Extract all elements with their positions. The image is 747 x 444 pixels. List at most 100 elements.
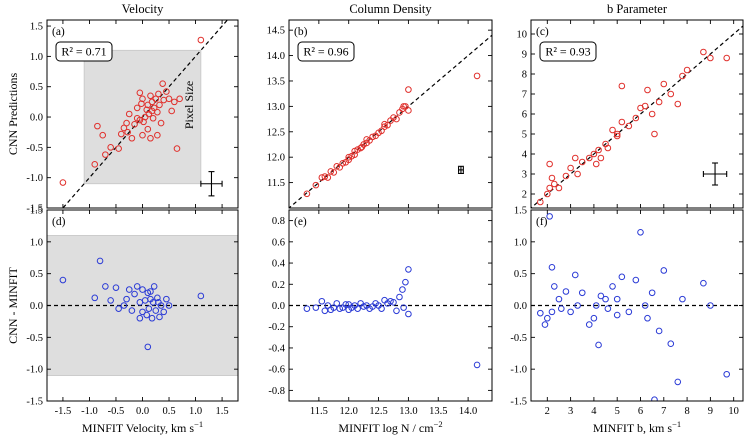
data-point-f-33 <box>679 295 686 303</box>
data-point-c-20 <box>618 82 626 90</box>
data-point-a-17 <box>138 100 145 107</box>
data-point-a-29 <box>152 95 160 103</box>
data-point-e-6 <box>333 300 341 307</box>
data-point-d-1 <box>91 294 99 302</box>
data-point-b-6 <box>333 163 341 170</box>
xlabel-sup-e: −2 <box>434 419 443 429</box>
xtick-label-d-1: -1.0 <box>81 406 98 417</box>
data-point-c-19 <box>618 118 626 126</box>
data-point-f-13 <box>578 289 586 297</box>
ytick-label-e-5: 0.2 <box>272 280 285 291</box>
r2-box-c <box>539 41 597 62</box>
data-point-c-11 <box>585 154 593 162</box>
ytick-label-e-4: 0.0 <box>272 301 285 312</box>
data-point-b-0 <box>303 190 311 198</box>
data-point-f-17 <box>597 292 605 300</box>
data-point-c-30 <box>667 90 675 98</box>
xlabel-f: MINFIT b, km s−1 <box>593 419 681 435</box>
data-point-f-16 <box>595 341 602 349</box>
data-point-b-4 <box>327 168 335 175</box>
data-point-b-37 <box>345 156 353 164</box>
data-point-d-7 <box>123 295 130 303</box>
ylabel-d: CNN - MINFIT <box>6 267 20 344</box>
data-point-d-6 <box>115 305 122 312</box>
ytick-label-f-0: -1.5 <box>510 397 527 408</box>
data-point-a-25 <box>147 92 154 100</box>
data-point-f-35 <box>707 302 714 309</box>
data-point-d-2 <box>96 257 104 265</box>
xtick-label-d-4: 0.5 <box>162 406 175 417</box>
data-point-b-1 <box>312 181 320 189</box>
data-point-c-13 <box>595 146 602 154</box>
data-point-e-31 <box>405 310 412 318</box>
data-point-a-46 <box>148 107 156 115</box>
ytick-label-a-1: -1.0 <box>26 173 43 184</box>
data-point-c-25 <box>644 86 651 94</box>
data-point-e-3 <box>321 307 329 315</box>
ytick-label-c-3: 5 <box>522 130 527 141</box>
data-point-b-20 <box>369 133 376 141</box>
panel-content-b <box>289 34 492 208</box>
data-point-d-5 <box>112 284 120 291</box>
ytick-label-b-2: 12.5 <box>267 127 285 138</box>
data-point-d-29 <box>160 308 168 316</box>
ytick-label-b-1: 12.0 <box>267 153 285 164</box>
data-point-c-12 <box>590 150 598 158</box>
data-point-d-26 <box>156 313 163 321</box>
data-point-d-22 <box>150 283 158 290</box>
data-point-c-28 <box>655 98 663 106</box>
ytick-label-b-6: 14.5 <box>267 26 285 37</box>
data-point-f-19 <box>604 305 612 312</box>
data-point-e-25 <box>390 299 397 306</box>
data-point-f-1 <box>541 321 549 328</box>
xtick-label-f-2: 4 <box>591 406 597 417</box>
data-point-f-12 <box>574 302 581 309</box>
data-point-a-16 <box>136 116 144 124</box>
data-point-f-32 <box>674 378 682 386</box>
ytick-label-d-4: 0.5 <box>30 269 43 280</box>
data-point-c-34 <box>700 48 707 56</box>
data-point-f-10 <box>567 308 574 316</box>
xtick-label-f-3: 5 <box>615 406 620 417</box>
data-point-e-15 <box>360 303 367 310</box>
data-point-b-36 <box>324 174 332 181</box>
xtick-label-f-6: 8 <box>684 406 689 417</box>
ytick-label-e-6: 0.4 <box>272 259 286 270</box>
data-point-e-1 <box>312 304 320 311</box>
data-point-f-7 <box>555 295 563 303</box>
xtick-label-d-0: -1.5 <box>55 406 72 417</box>
data-point-b-3 <box>321 173 329 180</box>
data-point-d-4 <box>107 297 114 304</box>
data-point-c-39 <box>574 170 581 178</box>
ytick-label-e-7: 0.6 <box>272 237 285 248</box>
xtick-label-f-4: 6 <box>638 406 643 417</box>
ytick-label-e-0: -0.8 <box>268 386 285 397</box>
data-point-b-28 <box>393 115 400 123</box>
data-point-f-14 <box>585 321 593 328</box>
panel-title-a: Velocity <box>122 2 164 16</box>
data-point-d-35 <box>136 314 144 322</box>
data-point-b-12 <box>351 151 358 158</box>
data-point-f-38 <box>613 311 621 319</box>
xtick-label-d-6: 1.5 <box>216 406 229 417</box>
data-point-d-24 <box>154 294 161 302</box>
ytick-label-e-1: -0.6 <box>268 365 285 376</box>
xtick-label-f-5: 7 <box>661 406 666 417</box>
xtick-label-f-1: 3 <box>568 406 573 417</box>
data-point-f-4 <box>548 264 556 271</box>
data-point-a-43 <box>136 89 144 97</box>
data-point-f-9 <box>562 288 570 295</box>
data-point-e-4 <box>324 302 332 309</box>
data-point-a-6 <box>115 145 122 152</box>
data-point-c-10 <box>578 158 586 166</box>
data-point-b-35 <box>473 72 481 80</box>
r2-text-a: R² = 0.71 <box>61 45 106 59</box>
data-point-c-32 <box>679 72 686 80</box>
data-point-f-3 <box>546 213 553 220</box>
data-point-b-10 <box>345 153 353 161</box>
r2-box-b <box>297 41 355 62</box>
data-point-e-9 <box>342 301 350 308</box>
data-point-a-45 <box>197 36 205 44</box>
data-point-c-38 <box>613 132 621 140</box>
data-point-d-34 <box>147 288 154 295</box>
